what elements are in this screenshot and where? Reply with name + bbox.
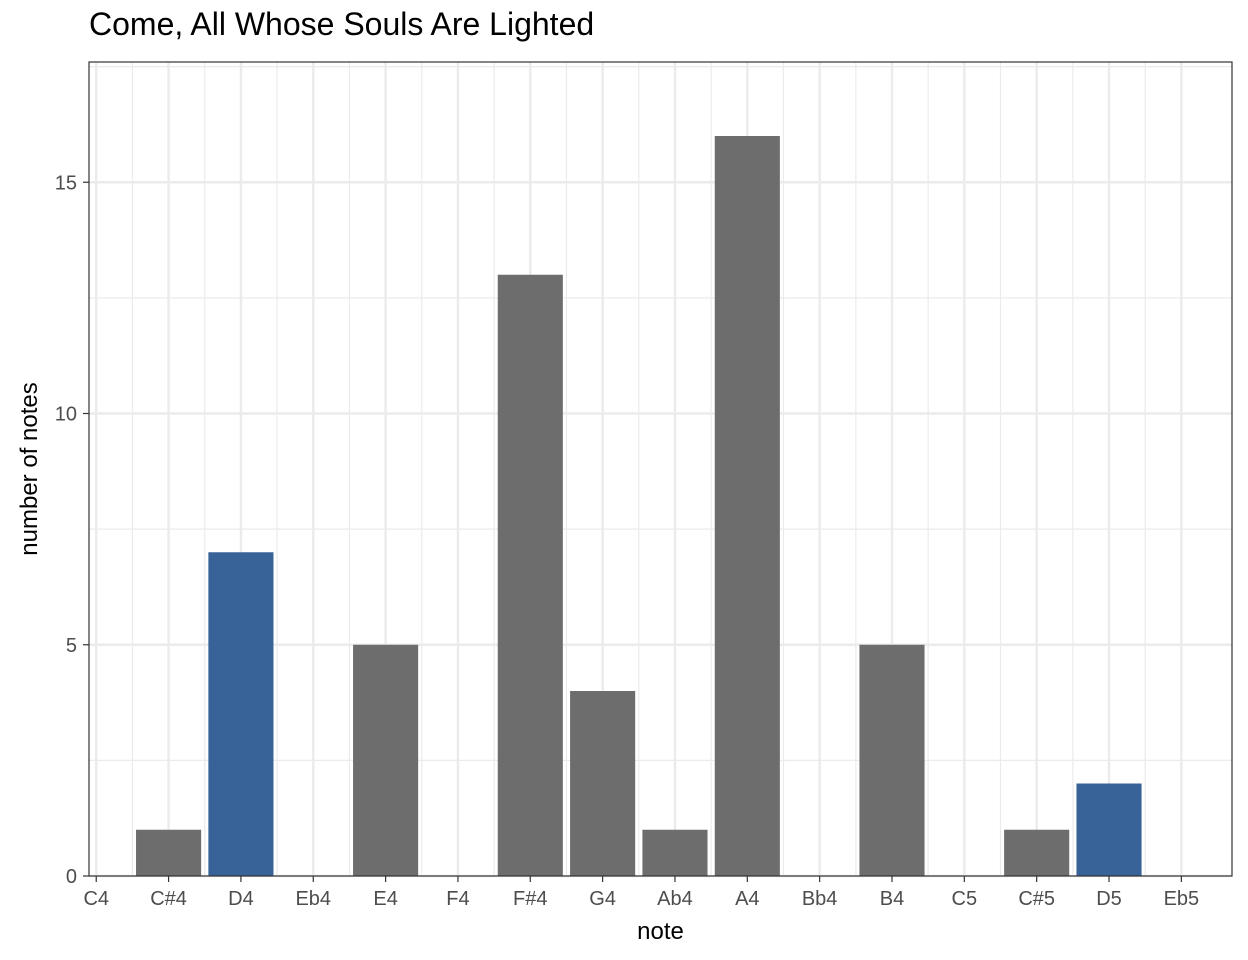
grid-minor — [89, 62, 1232, 876]
x-tick-label: C#5 — [1018, 888, 1055, 910]
y-tick-label: 0 — [66, 866, 77, 888]
y-tick-label: 15 — [55, 172, 77, 194]
y-tick-label: 5 — [66, 635, 77, 657]
y-axis: 0 5 10 15 — [55, 172, 89, 888]
bar-G4 — [570, 691, 636, 876]
bar-C#4 — [136, 829, 202, 876]
x-tick-label: D5 — [1096, 888, 1122, 910]
bar-C#5 — [1004, 829, 1070, 876]
bar-A4 — [714, 136, 780, 876]
x-axis-title: note — [637, 918, 684, 945]
bar-D5 — [1076, 783, 1142, 876]
x-tick-label: C4 — [83, 888, 109, 910]
x-tick-label: E4 — [373, 888, 397, 910]
panel-border — [88, 61, 1233, 877]
x-tick-label: G4 — [589, 888, 616, 910]
bar-B4 — [859, 644, 925, 876]
x-tick-label: C#4 — [150, 888, 187, 910]
x-tick-label: F4 — [446, 888, 469, 910]
x-tick-label: Eb5 — [1164, 888, 1200, 910]
bar-Ab4 — [642, 829, 708, 876]
x-tick-label: Ab4 — [657, 888, 693, 910]
x-tick-label: D4 — [228, 888, 254, 910]
x-tick-label: C5 — [952, 888, 978, 910]
bars — [136, 136, 1142, 876]
x-tick-label: A4 — [735, 888, 759, 910]
y-tick-label: 10 — [55, 404, 77, 426]
bar-D4 — [208, 552, 274, 876]
x-axis: C4 C#4 D4 Eb4 E4 F4 F#4 G4 Ab4 A4 Bb4 B4 C5 C#5 D5 Eb5 — [83, 876, 1199, 910]
chart-title: Come, All Whose Souls Are Lighted — [89, 6, 595, 42]
bar-E4 — [353, 644, 419, 876]
y-axis-title: number of notes — [16, 382, 43, 555]
bar-F#4 — [497, 274, 563, 876]
x-tick-label: Eb4 — [295, 888, 331, 910]
x-tick-label: F#4 — [513, 888, 547, 910]
x-tick-label: B4 — [880, 888, 904, 910]
x-tick-label: Bb4 — [802, 888, 838, 910]
